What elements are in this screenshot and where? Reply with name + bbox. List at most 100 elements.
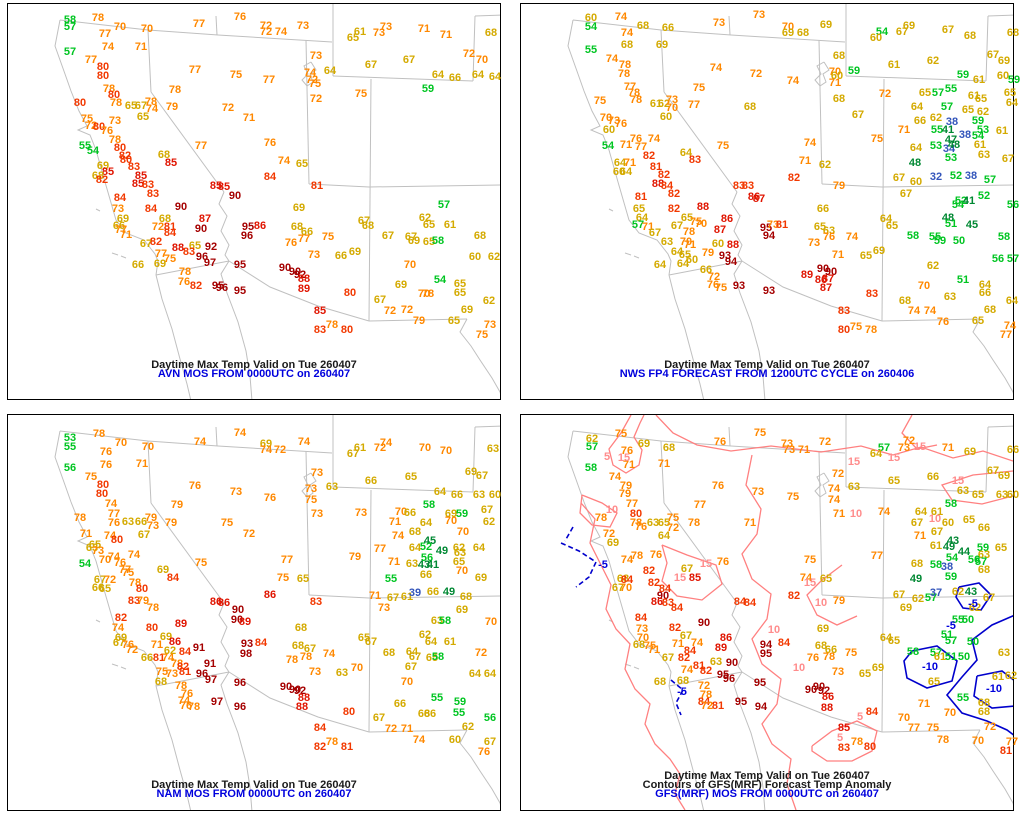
- temp-value: 73: [635, 623, 649, 635]
- temp-value: 76: [177, 276, 191, 288]
- temp-value: 79: [170, 499, 184, 511]
- temp-value: 74: [680, 664, 694, 676]
- temp-value: 65: [98, 583, 112, 595]
- temp-value: 95: [233, 259, 247, 271]
- temp-value: 60: [584, 12, 598, 24]
- temp-value: 90: [656, 590, 670, 602]
- temp-value: 52: [419, 541, 433, 553]
- temp-value: 75: [163, 253, 177, 265]
- temp-value: 55: [951, 614, 965, 626]
- temp-value: 84: [166, 572, 180, 584]
- map-line: [985, 15, 989, 82]
- temp-value: 60: [941, 517, 955, 529]
- temp-value: 68: [154, 676, 168, 688]
- temp-value: 65: [918, 87, 932, 99]
- temp-value: 71: [917, 698, 931, 710]
- temp-value: 76: [107, 517, 121, 529]
- temp-value: 66: [112, 220, 126, 232]
- temp-value: 67: [386, 592, 400, 604]
- temp-value: 61: [995, 125, 1009, 137]
- map-line: [973, 670, 1013, 709]
- temp-value: 59: [976, 542, 990, 554]
- contour-label: -5: [968, 598, 978, 610]
- temp-value: 62: [926, 55, 940, 67]
- temp-value: 59: [453, 696, 467, 708]
- temp-value: 60: [685, 254, 699, 266]
- temp-value: 64: [910, 101, 924, 113]
- temp-value: 72: [400, 304, 414, 316]
- temp-value: 64: [1005, 295, 1019, 307]
- temp-value: 68: [157, 149, 171, 161]
- temp-value: 63: [977, 149, 991, 161]
- map-line: [218, 602, 230, 673]
- temp-value: 75: [475, 329, 489, 341]
- temp-value: 81: [178, 666, 192, 678]
- temp-value: 69: [460, 304, 474, 316]
- temp-value: 78: [170, 658, 184, 670]
- temp-value: 72: [305, 74, 319, 86]
- temp-value: 64: [679, 147, 693, 159]
- temp-value: 61: [933, 651, 947, 663]
- temp-value: 77: [188, 64, 202, 76]
- temp-value: 61: [967, 90, 981, 102]
- temp-value: 70: [943, 707, 957, 719]
- temp-value: 86: [253, 220, 267, 232]
- temp-value: 66: [824, 644, 838, 656]
- temp-value: 84: [660, 180, 674, 192]
- temp-value: 66: [131, 259, 145, 271]
- temp-value: 66: [977, 522, 991, 534]
- temp-value: 59: [971, 115, 985, 127]
- map-line: [668, 685, 705, 810]
- temp-value: 78: [594, 512, 608, 524]
- temp-value: 74: [907, 305, 921, 317]
- temp-value: 61: [972, 74, 986, 86]
- contour-label: 10: [767, 624, 781, 636]
- map-line: [987, 14, 1013, 17]
- temp-value: 64: [419, 517, 433, 529]
- temp-value: 74: [1003, 320, 1017, 332]
- temp-value: 63: [430, 615, 444, 627]
- map-line: [368, 318, 468, 322]
- temp-value: 80: [837, 324, 851, 336]
- temp-value: 55: [384, 573, 398, 585]
- temp-value: 83: [146, 188, 160, 200]
- caption-valid-time: Daytime Max Temp Valid on Tue 260407: [151, 359, 357, 371]
- temp-value: 57: [877, 442, 891, 454]
- temp-value: 76: [822, 231, 836, 243]
- temp-value: 63: [997, 647, 1011, 659]
- temp-value: 50: [966, 636, 980, 648]
- temp-value: 65: [346, 32, 360, 44]
- temp-value: 54: [433, 274, 447, 286]
- temp-value: 69: [871, 662, 885, 674]
- map-line: [811, 720, 878, 762]
- temp-value: 74: [107, 551, 121, 563]
- temp-value: 77: [1005, 736, 1019, 748]
- map-line: [301, 472, 317, 498]
- contour-label: 5: [836, 732, 844, 744]
- temp-value: 64: [1005, 97, 1019, 109]
- temp-value: 80: [107, 89, 121, 101]
- temp-value: 70: [113, 21, 127, 33]
- temp-value: 85: [134, 170, 148, 182]
- map-line: [670, 679, 685, 716]
- temp-value: 71: [798, 155, 812, 167]
- temp-value: 62: [452, 542, 466, 554]
- temp-value: 66: [334, 250, 348, 262]
- temp-value: 63: [943, 291, 957, 303]
- temp-value: 67: [134, 100, 148, 112]
- temp-value: 69: [455, 604, 469, 616]
- contour-label: -5: [677, 686, 687, 698]
- temp-value: 73: [379, 21, 393, 33]
- temp-value: 74: [620, 27, 634, 39]
- temp-value: 66: [913, 115, 927, 127]
- temp-value: 64: [914, 506, 928, 518]
- temp-value: 69: [116, 213, 130, 225]
- temp-value: 76: [620, 445, 634, 457]
- temp-value: 64: [653, 259, 667, 271]
- temp-value: 81: [340, 741, 354, 753]
- temp-value: 53: [63, 432, 77, 444]
- temp-value: 66: [978, 287, 992, 299]
- temp-value: 75: [80, 113, 94, 125]
- temp-value: 50: [952, 235, 966, 247]
- temp-value: 84: [733, 596, 747, 608]
